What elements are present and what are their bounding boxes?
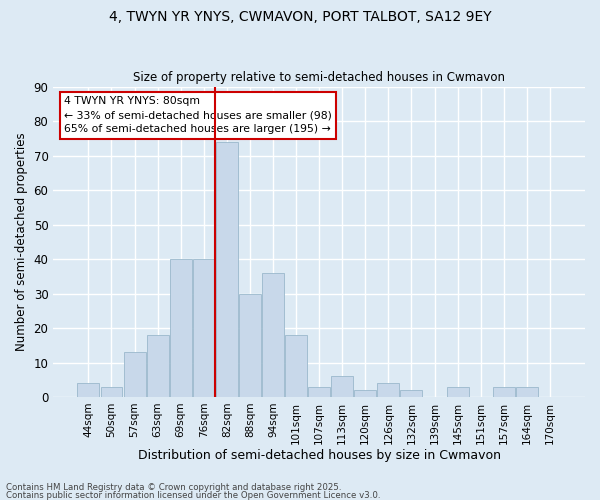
Bar [77,383,100,397]
Bar [331,376,353,397]
Text: 4 TWYN YR YNYS: 80sqm
← 33% of semi-detached houses are smaller (98)
65% of semi: 4 TWYN YR YNYS: 80sqm ← 33% of semi-deta… [64,96,332,134]
X-axis label: Distribution of semi-detached houses by size in Cwmavon: Distribution of semi-detached houses by … [137,450,500,462]
Bar [239,294,261,397]
Y-axis label: Number of semi-detached properties: Number of semi-detached properties [15,132,28,352]
Bar [285,335,307,397]
Bar [193,259,215,397]
Bar [101,386,122,397]
Bar [400,390,422,397]
Bar [262,273,284,397]
Bar [355,390,376,397]
Bar [446,386,469,397]
Title: Size of property relative to semi-detached houses in Cwmavon: Size of property relative to semi-detach… [133,72,505,85]
Text: Contains HM Land Registry data © Crown copyright and database right 2025.: Contains HM Land Registry data © Crown c… [6,484,341,492]
Bar [493,386,515,397]
Bar [146,335,169,397]
Bar [377,383,400,397]
Text: Contains public sector information licensed under the Open Government Licence v3: Contains public sector information licen… [6,490,380,500]
Bar [308,386,330,397]
Text: 4, TWYN YR YNYS, CWMAVON, PORT TALBOT, SA12 9EY: 4, TWYN YR YNYS, CWMAVON, PORT TALBOT, S… [109,10,491,24]
Bar [170,259,191,397]
Bar [124,352,146,397]
Bar [516,386,538,397]
Bar [216,142,238,397]
